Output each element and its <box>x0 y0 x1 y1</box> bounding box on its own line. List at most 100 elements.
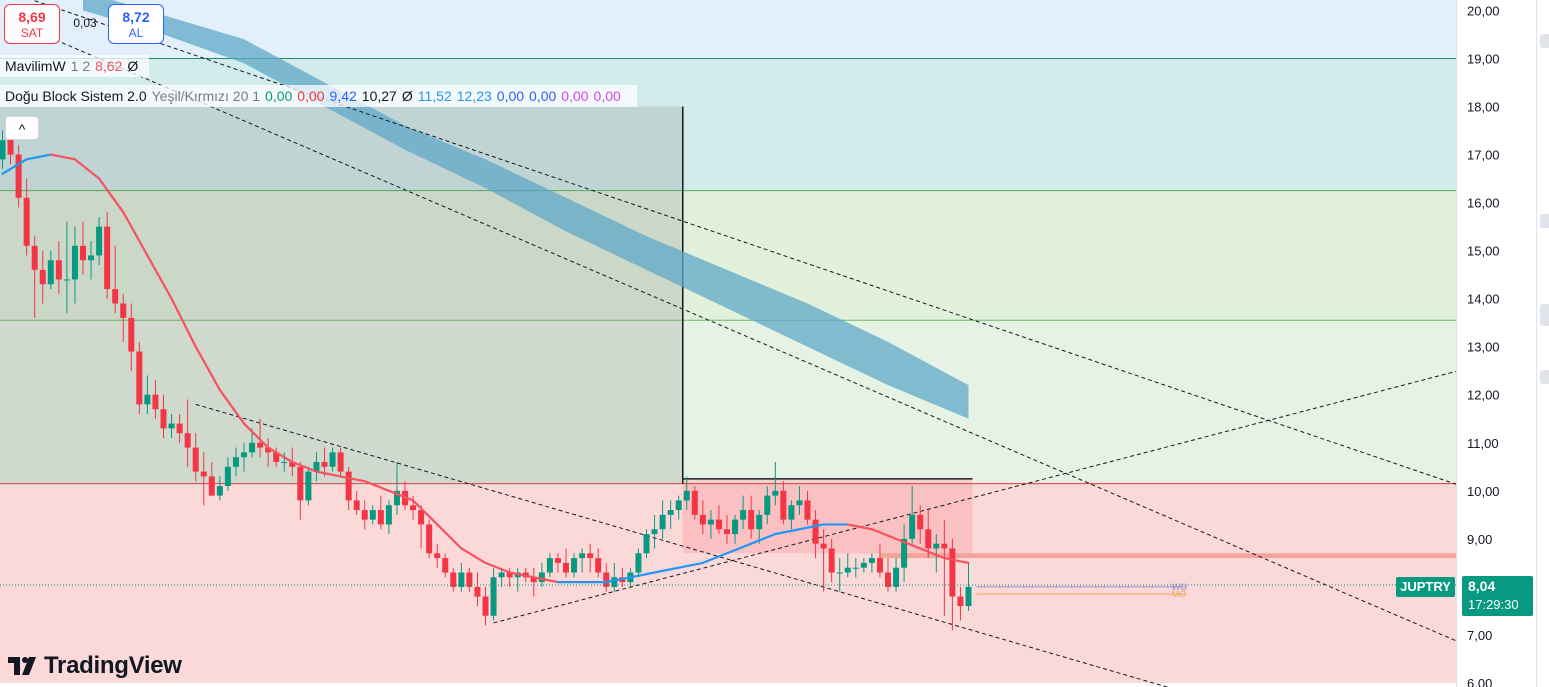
sell-button[interactable]: 8,69 SAT <box>4 4 60 44</box>
candle <box>337 447 344 477</box>
candle-body <box>63 279 70 281</box>
bar-countdown: 17:29:30 <box>1468 597 1519 612</box>
y-tick-label: 17,00 <box>1467 148 1500 163</box>
mavilimw-segment <box>363 480 390 492</box>
candle-body <box>55 260 62 280</box>
candle <box>933 534 940 573</box>
candle <box>15 144 22 208</box>
y-tick-label: 11,00 <box>1467 436 1499 451</box>
candle <box>96 216 103 266</box>
candle-body <box>249 442 256 453</box>
candle <box>418 505 425 549</box>
candle <box>756 510 763 544</box>
candle-body <box>611 577 618 587</box>
candle <box>450 567 457 592</box>
candle <box>740 495 747 530</box>
candle-body <box>23 197 30 246</box>
y-tick-label: 6,00 <box>1467 676 1492 687</box>
candle <box>667 500 674 530</box>
toolbar-handle-icon[interactable] <box>1540 34 1549 48</box>
legend-value-6: 12,23 <box>456 88 492 104</box>
candle <box>329 447 336 472</box>
candle-body <box>377 510 384 525</box>
mavilimw-segment <box>725 542 753 555</box>
legend-value-2: 9,42 <box>329 88 357 104</box>
legend-name: Doğu Block Sistem 2.0 <box>5 88 147 104</box>
candle <box>313 452 320 482</box>
mavilimw-segment <box>677 561 704 569</box>
indicator-legend-mavilimw[interactable]: MavilimW 1 2 8,62 Ø <box>0 55 150 77</box>
mavilimw-segment <box>484 561 511 574</box>
candle <box>699 500 706 535</box>
candle <box>434 543 441 568</box>
last-price: 8,04 <box>1468 578 1496 594</box>
candle <box>168 413 175 438</box>
candle-body <box>120 303 127 318</box>
candle-body <box>128 317 135 352</box>
candle-body <box>104 226 111 290</box>
toolbar-handle-icon[interactable] <box>1540 214 1549 228</box>
candle-body <box>176 423 183 434</box>
candle <box>353 490 360 515</box>
mavilimw-segment <box>846 523 874 531</box>
mavilimw-segment <box>411 499 439 526</box>
toolbar-handle-icon[interactable] <box>1540 304 1549 326</box>
candle <box>941 519 948 616</box>
candle <box>691 486 698 520</box>
candle <box>63 221 70 314</box>
trendline <box>493 351 1533 624</box>
candle <box>828 538 835 583</box>
candle <box>506 567 513 587</box>
y-tick-label: 7,00 <box>1467 628 1492 643</box>
candle-body <box>538 572 545 583</box>
toolbar-handle-icon[interactable] <box>1540 370 1549 384</box>
candle <box>635 548 642 578</box>
candle-body <box>812 519 819 544</box>
candle <box>893 558 900 592</box>
candle-body <box>15 154 22 198</box>
mavilimw-segment <box>798 523 825 531</box>
candle <box>587 543 594 573</box>
candle-body <box>184 433 191 448</box>
candle-body <box>933 543 940 549</box>
candle <box>820 529 827 592</box>
legend-value: 8,62 <box>95 58 123 74</box>
candle <box>852 558 859 578</box>
candle-body <box>144 394 151 405</box>
buy-label: AL <box>128 26 144 40</box>
candle-body <box>426 524 433 554</box>
candle <box>683 476 690 511</box>
marker-tag: WO <box>1172 582 1188 592</box>
trendline <box>31 0 1533 511</box>
candle-body <box>305 471 312 501</box>
candle <box>112 245 119 314</box>
mavilimw-segment <box>605 576 632 584</box>
candle-body <box>820 543 827 549</box>
buy-price: 8,72 <box>122 9 150 25</box>
candle-body <box>732 519 739 535</box>
candle <box>0 130 6 169</box>
sell-price: 8,69 <box>18 9 46 25</box>
candle-body <box>47 260 54 285</box>
candle-body <box>675 500 682 511</box>
candle <box>47 250 54 290</box>
candle-body <box>595 558 602 573</box>
candle-body <box>651 529 658 535</box>
candle-body <box>683 490 690 501</box>
candle-body <box>740 510 747 520</box>
buy-button[interactable]: 8,72 AL <box>108 4 164 44</box>
candle-body <box>852 567 859 569</box>
candle <box>876 543 883 578</box>
legend-value-4: Ø <box>401 88 413 104</box>
collapse-legend-button[interactable]: ^ <box>5 116 39 140</box>
candle-body <box>498 572 505 578</box>
candle <box>257 418 264 458</box>
candle <box>474 572 481 607</box>
legend-extra: Ø <box>127 58 139 74</box>
mavilimw-segment <box>532 576 560 584</box>
cloud-band <box>83 0 969 419</box>
mavilimw-segment <box>436 523 463 550</box>
y-tick-label: 15,00 <box>1467 244 1500 259</box>
